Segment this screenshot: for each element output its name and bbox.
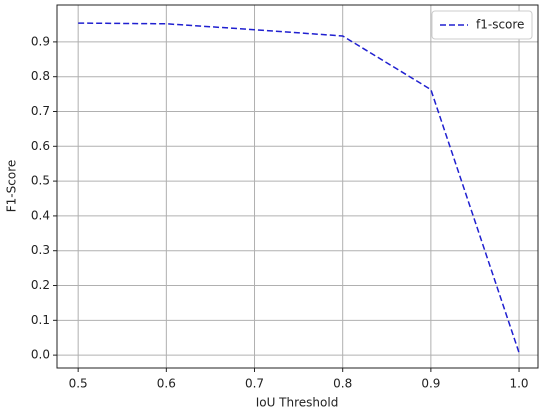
plot-frame bbox=[56, 4, 539, 369]
y-tick-label: 0.1 bbox=[31, 313, 50, 327]
x-tick-label: 0.6 bbox=[157, 377, 176, 391]
x-tick-label: 1.0 bbox=[509, 377, 528, 391]
line-series bbox=[78, 22, 520, 353]
x-tick-label: 0.7 bbox=[245, 377, 264, 391]
y-tick-label: 0.9 bbox=[31, 34, 50, 48]
x-tick-label: 0.9 bbox=[421, 377, 440, 391]
y-axis-label: F1-Score bbox=[5, 160, 19, 212]
x-tick-label: 0.5 bbox=[69, 377, 88, 391]
legend-label: f1-score bbox=[476, 18, 524, 32]
y-tick-label: 0.6 bbox=[31, 139, 50, 153]
y-tick-label: 0.3 bbox=[31, 243, 50, 257]
x-tick-label: 0.8 bbox=[333, 377, 352, 391]
y-tick-label: 0.7 bbox=[31, 104, 50, 118]
y-tick-label: 0.2 bbox=[31, 278, 50, 292]
y-tick-label: 0.5 bbox=[31, 174, 50, 188]
x-axis-label: IoU Threshold bbox=[256, 396, 339, 410]
legend-box bbox=[431, 10, 533, 40]
y-tick-label: 0.8 bbox=[31, 69, 50, 83]
y-tick-label: 0.0 bbox=[31, 348, 50, 362]
y-tick-label: 0.4 bbox=[31, 208, 50, 222]
